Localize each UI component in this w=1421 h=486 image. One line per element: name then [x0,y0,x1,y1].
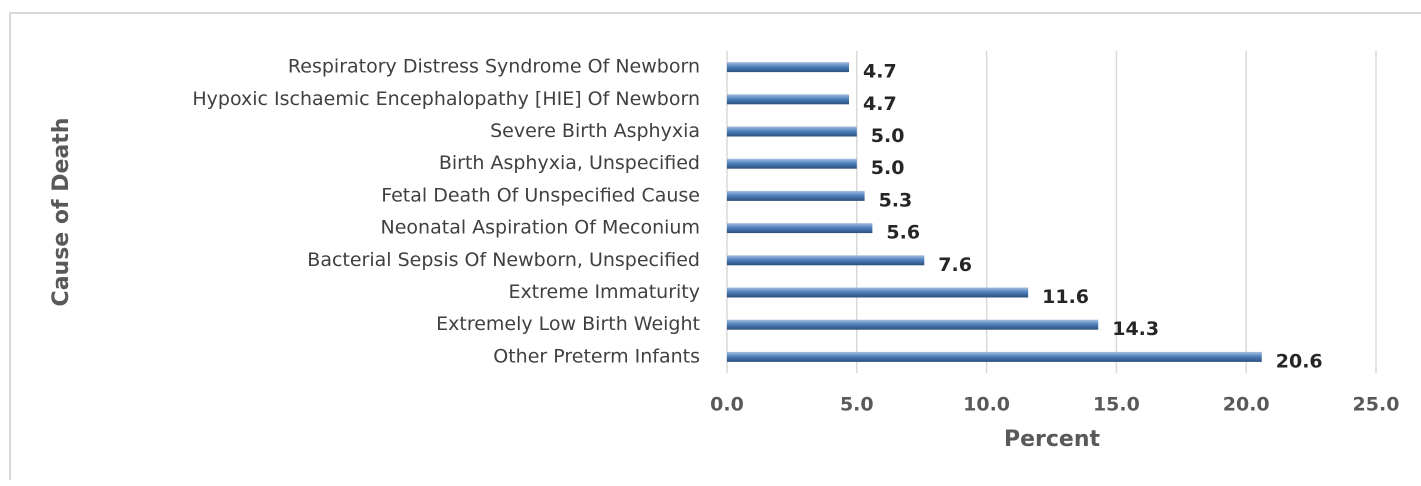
bar [727,223,873,234]
y-tick-label: Extreme Immaturity [508,281,700,303]
y-tick-label: Neonatal Aspiration Of Meconium [381,217,700,239]
x-tick-label: 5.0 [840,394,874,416]
bar [727,158,857,169]
x-tick-label: 15.0 [1093,394,1140,416]
bar [727,287,1029,298]
x-tick-label: 20.0 [1223,394,1270,416]
data-label: 14.3 [1112,318,1159,340]
chart-frame [9,12,1421,480]
bar [727,190,865,201]
y-tick-label: Severe Birth Asphyxia [490,120,700,142]
data-label: 5.0 [871,125,905,147]
x-tick-label: 25.0 [1353,394,1400,416]
y-tick-label: Hypoxic Ischaemic Encephalopathy [HIE] O… [192,88,700,110]
data-label: 7.6 [938,254,972,276]
bar [727,94,850,105]
data-label: 4.7 [863,93,897,115]
y-tick-label: Extremely Low Birth Weight [436,313,700,335]
data-label: 11.6 [1042,286,1089,308]
x-axis-title: Percent [1004,427,1101,452]
data-label: 5.0 [871,157,905,179]
data-label: 5.3 [879,189,913,211]
y-tick-label: Respiratory Distress Syndrome Of Newborn [288,56,700,78]
y-tick-label: Birth Asphyxia, Unspecified [439,152,700,174]
bar [727,62,850,73]
data-label: 4.7 [863,61,897,83]
bar [727,319,1099,330]
y-tick-label: Other Preterm Infants [493,345,700,367]
x-tick-label: 0.0 [710,394,744,416]
data-label: 20.6 [1276,350,1323,372]
y-tick-label: Bacterial Sepsis Of Newborn, Unspecified [307,249,700,271]
x-tick-label: 10.0 [963,394,1010,416]
bar [727,255,925,266]
y-tick-label: Fetal Death Of Unspecified Cause [381,184,700,206]
data-label: 5.6 [886,222,920,244]
y-axis-title: Cause of Death [49,118,74,307]
bar [727,351,1262,362]
bar [727,126,857,137]
